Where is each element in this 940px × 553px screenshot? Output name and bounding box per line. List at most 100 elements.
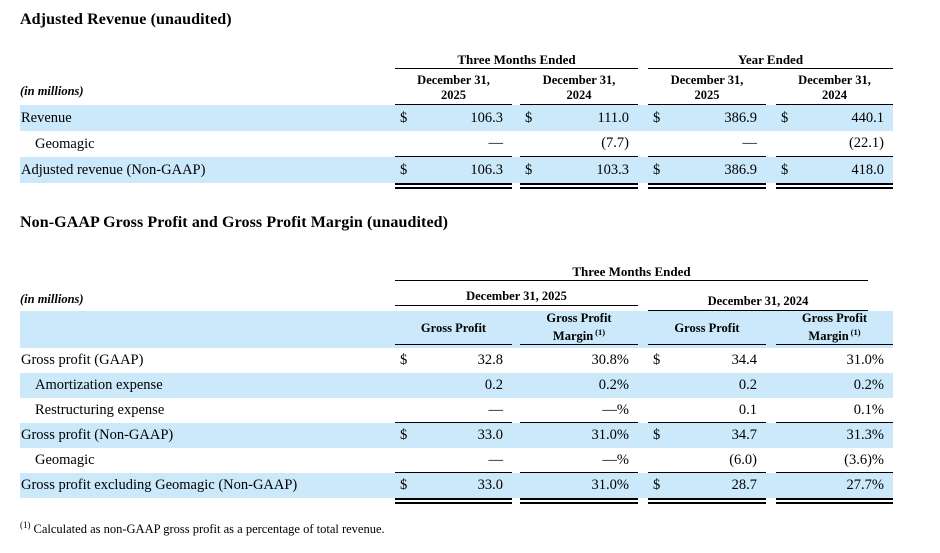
cell-value: — [488, 451, 504, 468]
table-cell: $103.3 [520, 157, 638, 183]
table-cell: $418.0 [776, 157, 893, 183]
currency-symbol: $ [400, 161, 408, 178]
cell-value: 103.3 [596, 161, 629, 178]
table-cell: $32.8 [395, 348, 512, 373]
table-cell: (7.7) [520, 131, 638, 157]
column-header-gross-profit: Gross Profit [648, 311, 766, 345]
table-row-geomagic: Geomagic — (7.7) — (22.1) [20, 131, 893, 157]
double-rule [776, 498, 893, 504]
cell-value: 34.7 [731, 427, 757, 443]
cell-value: 31.0% [591, 477, 629, 493]
row-label: Geomagic [35, 135, 95, 152]
gross-profit-table: Three Months Ended (in millions) Decembe… [20, 263, 893, 504]
table-cell: — [395, 448, 512, 473]
table-row-gross-profit-non-gaap: Gross profit (Non-GAAP) $33.0 31.0% $34.… [20, 423, 893, 448]
table-cell: $28.7 [648, 473, 766, 498]
cell-value: 0.2 [738, 377, 757, 393]
cell-value: 27.7% [846, 477, 884, 493]
cell-value: 111.0 [597, 109, 629, 126]
column-header-gross-profit-margin: Gross Profit Margin (1) [776, 311, 893, 345]
double-rule [395, 183, 512, 189]
cell-value: (6.0) [729, 451, 757, 468]
cell-value: —% [602, 401, 629, 418]
table-cell: $440.1 [776, 105, 893, 131]
table-cell: — [395, 131, 512, 157]
table-cell: 0.2% [520, 373, 638, 398]
row-label: Gross profit (GAAP) [21, 352, 144, 368]
table-cell: 31.0% [776, 348, 893, 373]
row-label: Amortization expense [35, 377, 163, 393]
cell-value: 106.3 [470, 161, 503, 178]
double-rule-row [20, 183, 893, 189]
table-row-restructuring-expense: Restructuring expense — —% 0.1 0.1% [20, 398, 893, 423]
cell-value: 0.1% [853, 401, 884, 418]
double-rule [520, 183, 638, 189]
column-header-gross-profit: Gross Profit [395, 311, 512, 345]
table-cell: 31.3% [776, 423, 893, 448]
cell-value: 33.0 [477, 427, 503, 443]
table-cell: — [395, 398, 512, 423]
currency-symbol: $ [781, 109, 789, 126]
row-label: Gross profit (Non-GAAP) [21, 427, 174, 443]
row-label: Gross profit excluding Geomagic (Non-GAA… [21, 477, 298, 493]
table-cell: $33.0 [395, 423, 512, 448]
column-header-row: Gross Profit Gross Profit Margin (1) Gros… [20, 311, 893, 348]
cell-value: 34.4 [731, 352, 757, 368]
footnote-ref: (1) [595, 327, 606, 338]
footnote: (1) Calculated as non-GAAP gross profit a… [20, 520, 940, 537]
table-cell: (22.1) [776, 131, 893, 157]
table-cell: —% [520, 448, 638, 473]
financial-results-page: Adjusted Revenue (unaudited) Three Month… [20, 11, 940, 537]
table-cell: $106.3 [395, 157, 512, 183]
footnote-marker: (1) [20, 520, 31, 530]
table-cell: 0.2 [395, 373, 512, 398]
double-rule [776, 183, 893, 189]
column-header-date: December 31, 2024 [520, 73, 638, 105]
cell-value: 0.2% [853, 377, 884, 393]
table-cell: 30.8% [520, 348, 638, 373]
cell-value: 30.8% [591, 352, 629, 368]
currency-symbol: $ [653, 477, 661, 493]
cell-value: 386.9 [724, 109, 757, 126]
currency-symbol: $ [653, 161, 661, 178]
table-cell: $386.9 [648, 105, 766, 131]
cell-value: 28.7 [731, 477, 757, 493]
table-row-gross-profit-gaap: Gross profit (GAAP) $32.8 30.8% $34.4 31… [20, 348, 893, 373]
table-cell: 0.2% [776, 373, 893, 398]
gross-profit-title: Non-GAAP Gross Profit and Gross Profit M… [20, 214, 449, 231]
currency-symbol: $ [400, 427, 408, 443]
row-label: Geomagic [35, 452, 95, 468]
footnote-ref: (1) [850, 327, 861, 338]
column-subgroup-header-row: (in millions) December 31, 2025 December… [20, 281, 893, 311]
table-row-adjusted-revenue-total: Adjusted revenue (Non-GAAP) $106.3 $103.… [20, 157, 893, 183]
table-row-revenue: Revenue $106.3 $111.0 $386.9 $440.1 [20, 105, 893, 131]
units-label: (in millions) [20, 292, 84, 306]
table-cell: — [648, 131, 766, 157]
table-cell: $386.9 [648, 157, 766, 183]
adjusted-revenue-title: Adjusted Revenue (unaudited) [20, 11, 232, 28]
subgroup-header-dec-2024: December 31, 2024 [648, 294, 868, 311]
double-rule [395, 498, 512, 504]
cell-value: — [488, 135, 504, 151]
table-cell: 31.0% [520, 473, 638, 498]
cell-value: 0.2% [598, 377, 629, 393]
cell-value: 418.0 [851, 161, 884, 178]
table-cell: 0.1% [776, 398, 893, 423]
row-label: Restructuring expense [35, 402, 165, 418]
cell-value: 440.1 [851, 109, 884, 126]
cell-value: 31.0% [846, 352, 884, 368]
cell-value: (7.7) [601, 135, 629, 151]
table-cell: (3.6)% [776, 448, 893, 473]
currency-symbol: $ [525, 109, 533, 126]
table-cell: —% [520, 398, 638, 423]
cell-value: — [742, 135, 758, 151]
footnote-text: Calculated as non-GAAP gross profit as a… [33, 522, 385, 537]
col-group-three-months-ended: Three Months Ended [395, 52, 638, 69]
column-group-header-row: Three Months Ended Year Ended [20, 50, 893, 69]
table-cell: $106.3 [395, 105, 512, 131]
currency-symbol: $ [400, 477, 408, 493]
table-row-gross-profit-excluding-geomagic: Gross profit excluding Geomagic (Non-GAA… [20, 473, 893, 498]
units-label: (in millions) [20, 84, 84, 98]
table-cell: $33.0 [395, 473, 512, 498]
column-header-date: December 31, 2025 [648, 73, 766, 105]
